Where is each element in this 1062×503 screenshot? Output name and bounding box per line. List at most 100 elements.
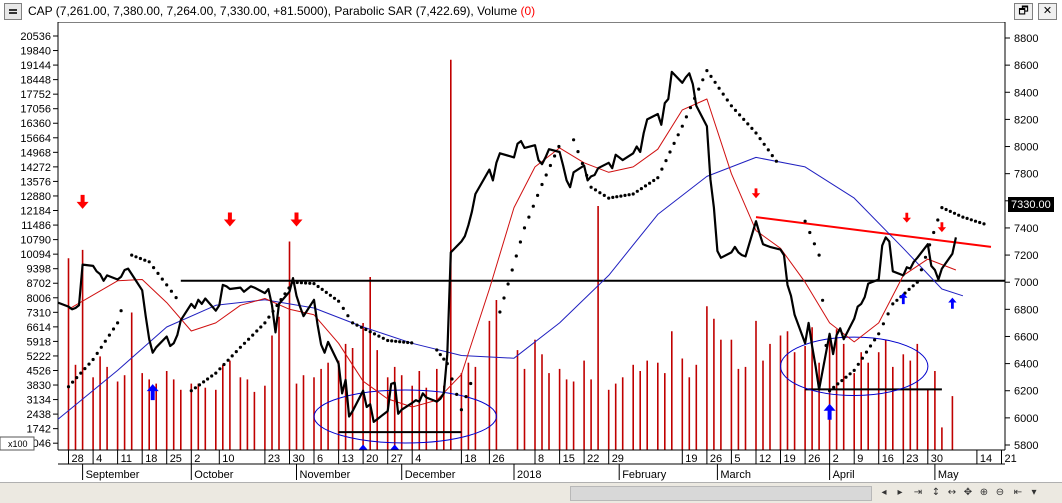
sar-dot <box>202 380 206 384</box>
sar-dot <box>459 408 463 412</box>
price-tick-label: 8800 <box>1014 33 1038 45</box>
sar-dot <box>544 173 548 177</box>
scroll-left-icon[interactable]: ◂ <box>881 487 887 498</box>
day-tick-label: 16 <box>882 453 894 465</box>
month-tick-label: 2018 <box>517 469 541 481</box>
last-price-label: 7330.00 <box>1011 199 1051 211</box>
day-tick-label: 2 <box>194 453 200 465</box>
sar-dot <box>442 357 446 361</box>
descending-trend-line <box>755 216 992 248</box>
sar-dot <box>341 306 345 310</box>
day-tick-label: 20 <box>366 453 378 465</box>
time-axis: 28 4 11 18 25 2 10 23 30 6 13 20 27 4 18 26 8 15 22 29 19 26 5… <box>0 449 1062 482</box>
sar-dot <box>518 240 523 244</box>
scroll-end-icon[interactable]: ⇥ <box>913 487 923 498</box>
plot-area[interactable] <box>57 22 1006 465</box>
sell-signal-arrow-icon <box>751 188 761 199</box>
sar-dot <box>386 338 390 343</box>
price-tick-label: 6000 <box>1014 413 1038 425</box>
volume-tick-label: 18448 <box>20 75 51 87</box>
sar-dot <box>402 340 406 344</box>
navigation-bar: ◂ ▸ ⇥ ↕ ↔ ✥ ⊕ ⊖ ⇤ ▾ <box>0 482 1062 503</box>
sar-dot <box>709 74 713 78</box>
sar-dot <box>368 330 372 334</box>
bottom-ellipse-april <box>780 336 929 396</box>
sar-dot <box>91 357 95 362</box>
sar-dot <box>79 371 83 375</box>
day-tick-label: 19 <box>685 453 697 465</box>
day-tick-label: 29 <box>612 453 624 465</box>
sar-dot <box>464 395 468 399</box>
sar-dot <box>156 271 160 275</box>
sar-dot <box>589 185 593 189</box>
sar-dot <box>936 218 940 222</box>
chart-title: CAP (7,261.00, 7,380.00, 7,264.00, 7,330… <box>28 4 535 18</box>
sar-dot <box>774 159 779 163</box>
scroll-right-icon[interactable]: ▸ <box>897 487 903 498</box>
sar-dot <box>450 377 454 381</box>
volume-tick-label: 19144 <box>20 60 51 72</box>
sar-dot <box>469 381 473 386</box>
sar-dot <box>160 277 164 281</box>
sar-dot <box>316 284 320 289</box>
volume-axis: 20536 19840 19144 18448 17752 17056 16360 15664… <box>20 31 58 471</box>
sar-dot <box>377 334 381 338</box>
zoom-vertical-icon[interactable]: ↕ <box>931 487 941 498</box>
close-button[interactable]: ✕ <box>1038 3 1057 20</box>
sar-dot <box>364 327 368 332</box>
day-tick-label: 13 <box>342 453 354 465</box>
sar-dot <box>725 98 729 102</box>
sar-dot <box>522 226 527 230</box>
volume-tick-label: 17056 <box>20 104 51 116</box>
sar-dot <box>406 340 410 345</box>
volume-tick-label: 5222 <box>27 351 51 363</box>
day-tick-label: 30 <box>293 453 305 465</box>
volume-multiplier-box <box>0 436 35 451</box>
sar-dot <box>99 345 103 349</box>
volume-tick-label: 8702 <box>27 278 51 290</box>
day-tick-label: 15 <box>563 453 575 465</box>
sar-dot <box>267 315 271 319</box>
month-tick-label: October <box>194 469 233 481</box>
sar-dot <box>193 386 197 390</box>
day-tick-label: 4 <box>415 453 421 465</box>
zoom-in-icon[interactable]: ⊕ <box>979 487 989 498</box>
sar-dot <box>197 383 202 387</box>
zoom-out-icon[interactable]: ⊖ <box>995 487 1005 498</box>
sar-dot <box>828 389 832 393</box>
sar-dot <box>381 336 385 340</box>
sar-dot <box>721 92 725 96</box>
sar-dot <box>438 353 442 357</box>
day-tick-label: 26 <box>710 453 722 465</box>
sar-dot <box>557 144 561 149</box>
horizontal-scrollbar[interactable] <box>570 486 872 501</box>
restore-button[interactable]: 🗗 <box>1014 3 1033 20</box>
page-end-icon[interactable]: ⇤ <box>1013 487 1023 498</box>
zoom-horizontal-icon[interactable]: ↔ <box>947 487 957 498</box>
volume-tick-label: 12184 <box>20 206 51 218</box>
sar-dot <box>635 189 639 193</box>
sar-dot <box>71 380 75 384</box>
settings-icon[interactable]: ▾ <box>1031 487 1037 498</box>
window-menu-icon[interactable] <box>4 3 22 20</box>
day-tick-label: 25 <box>170 453 182 465</box>
sar-dot <box>886 312 890 316</box>
pan-icon[interactable]: ✥ <box>963 487 973 498</box>
sar-dot <box>576 150 580 154</box>
sar-dot <box>656 176 660 180</box>
sar-dot <box>210 374 214 378</box>
sar-dot <box>664 159 668 163</box>
volume-tick-label: 10790 <box>20 235 51 247</box>
day-tick-label: 5 <box>734 453 740 465</box>
sar-dot <box>619 194 623 198</box>
volume-tick-label: 10094 <box>20 249 51 261</box>
annotation-shapes <box>180 216 1005 444</box>
sar-dot <box>907 287 911 291</box>
sar-dot <box>742 117 746 121</box>
sar-dot <box>332 296 337 300</box>
volume-tick-label: 6614 <box>27 322 51 334</box>
chart-area[interactable]: 5800600062006400660068007000720074007600… <box>0 22 1062 482</box>
month-tick-label: February <box>622 469 667 481</box>
sar-dot <box>717 86 721 90</box>
price-tick-label: 6400 <box>1014 359 1038 371</box>
